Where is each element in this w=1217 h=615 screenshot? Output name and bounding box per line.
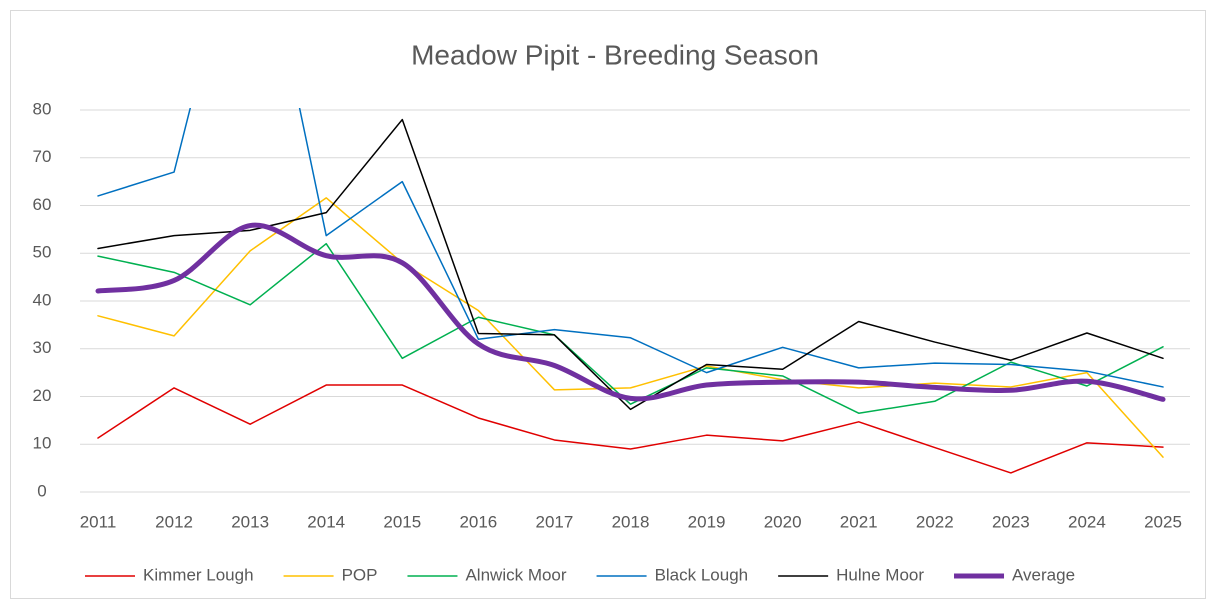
legend-label: POP — [342, 565, 378, 584]
y-tick-label: 30 — [33, 338, 52, 357]
x-tick-label: 2011 — [80, 512, 117, 531]
x-tick-label: 2013 — [231, 512, 269, 531]
series-line — [97, 242, 1164, 414]
series-line — [95, 222, 1166, 402]
legend-label: Hulne Moor — [836, 565, 924, 584]
chart-title: Meadow Pipit - Breeding Season — [411, 39, 819, 70]
y-tick-label: 40 — [33, 290, 52, 309]
chart-frame — [10, 10, 1206, 599]
y-tick-label: 20 — [33, 386, 52, 405]
legend-label: Alnwick Moor — [465, 565, 566, 584]
x-tick-label: 2020 — [764, 512, 802, 531]
x-tick-label: 2014 — [307, 512, 345, 531]
x-tick-label: 2019 — [688, 512, 726, 531]
y-tick-label: 10 — [33, 434, 52, 453]
x-tick-label: 2024 — [1068, 512, 1106, 531]
y-tick-label: 0 — [37, 481, 46, 500]
legend-label: Kimmer Lough — [143, 565, 254, 584]
x-tick-label: 2021 — [840, 512, 878, 531]
x-tick-label: 2016 — [459, 512, 497, 531]
x-tick-label: 2017 — [536, 512, 574, 531]
y-tick-label: 60 — [33, 195, 52, 214]
legend-label: Average — [1012, 565, 1075, 584]
y-tick-label: 70 — [33, 147, 52, 166]
x-tick-label: 2025 — [1144, 512, 1182, 531]
x-tick-label: 2012 — [155, 512, 193, 531]
series-line — [97, 197, 1164, 458]
x-tick-label: 2018 — [612, 512, 650, 531]
x-tick-label: 2023 — [992, 512, 1030, 531]
plot-area — [95, 108, 1166, 474]
x-tick-label: 2022 — [916, 512, 954, 531]
x-tick-label: 2015 — [383, 512, 421, 531]
series-line — [97, 118, 1164, 411]
y-tick-label: 50 — [33, 243, 52, 262]
series-line — [97, 384, 1164, 474]
y-tick-label: 80 — [33, 99, 52, 118]
series-line — [97, 108, 1164, 388]
legend-label: Black Lough — [655, 565, 749, 584]
